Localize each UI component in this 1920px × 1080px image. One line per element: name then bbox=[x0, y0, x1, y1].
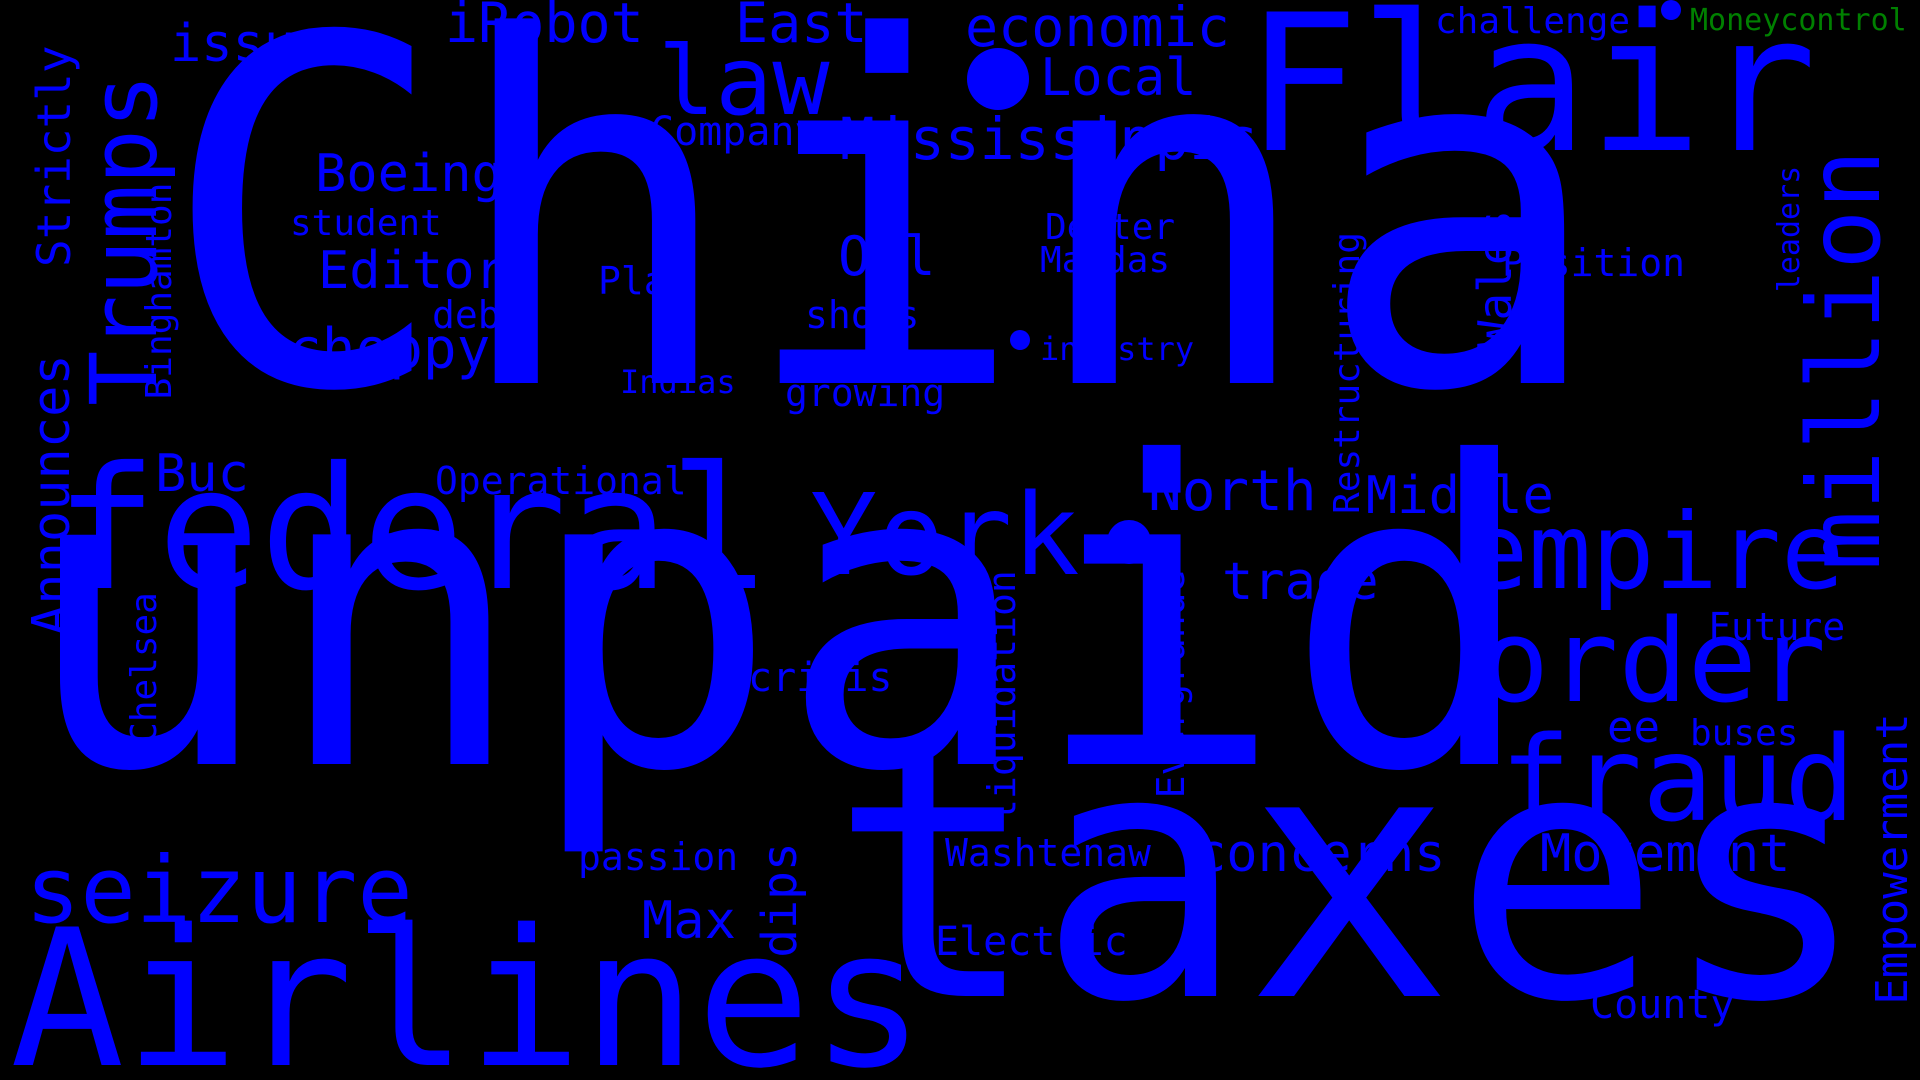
word-restructuring: Restructuring bbox=[1327, 232, 1368, 514]
word-mississippis: Mississippis bbox=[840, 105, 1260, 173]
word-ee: ee bbox=[1607, 702, 1660, 753]
word-issues: issues bbox=[170, 14, 358, 74]
word-crisis: crisis bbox=[748, 655, 893, 701]
word-million: million bbox=[1786, 149, 1903, 571]
dot-mark bbox=[1010, 330, 1030, 350]
word-boeing: Boeing bbox=[315, 144, 503, 204]
word-announces: Announces bbox=[22, 354, 82, 636]
word-student: student bbox=[290, 203, 442, 244]
word-chelsea: Chelsea bbox=[124, 592, 165, 744]
word-liquidation: liquidation bbox=[980, 570, 1024, 822]
word-trade: trade bbox=[1222, 552, 1379, 612]
word-leaders: leaders bbox=[1772, 165, 1807, 293]
word-concerns: concerns bbox=[1195, 824, 1446, 884]
word-passion: passion bbox=[578, 835, 739, 879]
word-middle: Middle bbox=[1366, 466, 1554, 526]
word-empowerment: Empowerment bbox=[1867, 713, 1918, 1005]
word-position: Position bbox=[1502, 241, 1686, 285]
word-law: law bbox=[658, 27, 830, 137]
word-china: China bbox=[160, 0, 1605, 497]
word-dexter: Dexter bbox=[1045, 207, 1176, 248]
word-order: order bbox=[1480, 595, 1827, 729]
word-buses: buses bbox=[1690, 713, 1799, 754]
word-company: Company bbox=[650, 109, 819, 155]
word-county: County bbox=[1590, 982, 1735, 1028]
word-economic: economic bbox=[965, 0, 1230, 59]
word-electric: Electric bbox=[935, 919, 1128, 965]
word-taxes: taxes bbox=[830, 677, 1869, 1078]
word-oil: Oil bbox=[838, 225, 936, 288]
dot-mark bbox=[1107, 520, 1151, 564]
word-fraud: fraud bbox=[1500, 710, 1856, 848]
word-max: Max bbox=[642, 891, 736, 951]
word-washtenaw: Washtenaw bbox=[945, 831, 1151, 875]
word-strictly: Strictly bbox=[27, 45, 81, 267]
word-wales: Wales bbox=[1468, 209, 1522, 349]
word-evergrande: Evergrande bbox=[1149, 569, 1193, 799]
word-north: North bbox=[1148, 459, 1317, 524]
word-debt: debt bbox=[432, 293, 524, 337]
word-local: Local bbox=[1040, 48, 1197, 108]
source-label: Moneycontrol bbox=[1690, 3, 1907, 38]
word-future: Future bbox=[1708, 605, 1846, 649]
word-editor: Editor bbox=[318, 241, 506, 301]
word-dips: dips bbox=[752, 842, 808, 958]
word-challenge: challenge bbox=[1435, 1, 1631, 42]
word-seizure: seizure bbox=[25, 837, 413, 944]
word-east: East bbox=[735, 0, 868, 55]
word-movement: Movement bbox=[1540, 824, 1791, 884]
word-irobot: iRobot bbox=[445, 0, 644, 55]
word-federal: federal bbox=[55, 431, 772, 629]
word-operational: Operational bbox=[435, 459, 687, 503]
word-york: York bbox=[810, 471, 1080, 601]
word-empire: empire bbox=[1465, 491, 1845, 613]
word-binghamton: Binghamton bbox=[139, 182, 180, 400]
word-owners: owners bbox=[802, 339, 940, 383]
dot-mark bbox=[1661, 0, 1681, 20]
word-airlines: Airlines bbox=[10, 889, 926, 1080]
word-choppy: choppy bbox=[288, 317, 491, 382]
dot-mark bbox=[967, 48, 1029, 110]
word-industry: industry bbox=[1040, 330, 1195, 368]
word-mazdas: Mazdas bbox=[1040, 240, 1171, 281]
word-flair: Flair bbox=[1245, 0, 1817, 195]
word-growing: growing bbox=[785, 371, 946, 415]
word-shops: shops bbox=[805, 293, 920, 337]
word-plan: Plan bbox=[598, 259, 690, 303]
word-unpaid: unpaid bbox=[20, 375, 1538, 864]
word-indias: Indias bbox=[620, 363, 736, 401]
word-buc: Buc bbox=[155, 444, 249, 504]
